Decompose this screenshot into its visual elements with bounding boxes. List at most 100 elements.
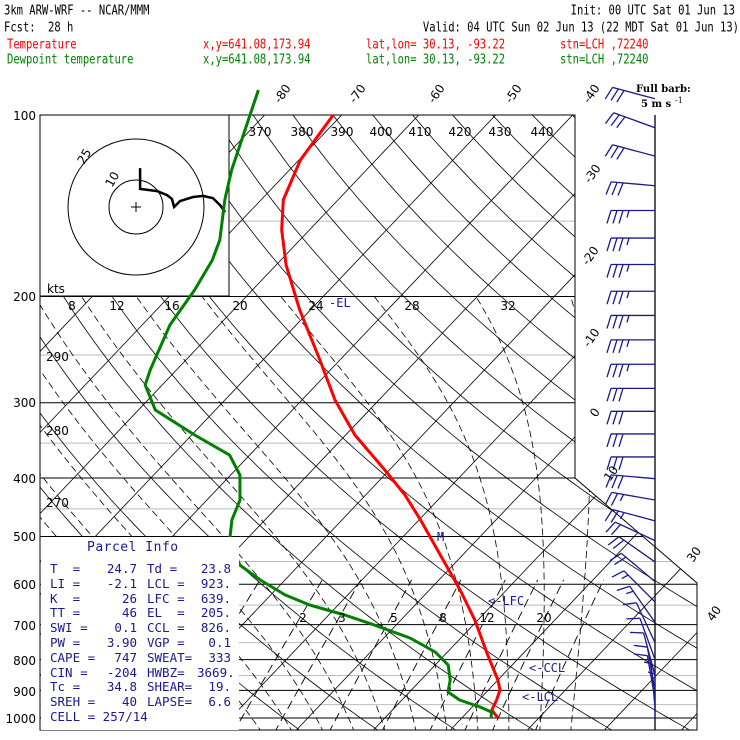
spacer	[137, 592, 147, 607]
moist-adiabat-line	[373, 296, 510, 730]
wind-barb-feather	[612, 456, 618, 471]
row200-label: 20	[232, 299, 247, 313]
hodograph-box	[39, 114, 230, 297]
parcel-param-label: HWBZ=	[147, 664, 185, 680]
isotherm-label: 30	[684, 544, 704, 565]
wind-barb-half-feather	[643, 661, 652, 665]
mixing-ratio-line	[232, 579, 323, 730]
wind-barb	[606, 263, 655, 278]
wind-barb	[604, 112, 656, 129]
wind-barb-feather	[611, 182, 618, 196]
row200-label: 28	[404, 299, 419, 313]
wind-barb-half-feather	[626, 291, 630, 299]
parcel-param-label: LFC =	[147, 590, 185, 606]
wind-barb-feather	[617, 182, 624, 196]
wind-barb-feather	[612, 210, 618, 224]
parcel-param-label: SWEAT=	[147, 649, 193, 665]
theta-label: 440	[531, 125, 554, 139]
moist-adiabat-line	[40, 296, 294, 730]
pressure-label: 900	[13, 685, 36, 699]
spacer	[137, 666, 147, 681]
wind-barb-half-feather	[626, 237, 630, 246]
legend-dewpoint-stn: stn=LCH ,72240	[560, 52, 649, 67]
moist-adiabat-line	[81, 296, 387, 730]
spacer	[137, 651, 147, 666]
hodograph-ring-25	[67, 138, 205, 276]
row200-label: 24	[308, 299, 323, 313]
lfc-marker: <-LFC	[488, 594, 524, 608]
wind-barb	[606, 339, 655, 354]
mixing-ratio-labels: 2 3 5 8 12 20	[299, 611, 551, 625]
parcel-param-label: CCL =	[147, 620, 185, 636]
moist-adiabat-line	[475, 296, 545, 730]
moist-adiabat-line	[40, 296, 356, 730]
parcel-info-rows: T = 24.7 Td = 23.8 LI = -2.1 LCL = 923. K = 26 LFC…	[50, 561, 235, 710]
wind-barb-feather	[610, 145, 619, 159]
wind-barb-feather	[618, 339, 624, 354]
theta-labels: 370 380 390 400 410 420 430 440 290 280 …	[46, 125, 553, 510]
hodograph-trace	[138, 168, 227, 213]
wind-barb	[606, 314, 655, 329]
wind-barb	[609, 552, 656, 583]
wind-barb-feather	[606, 339, 612, 354]
isotherm-labels: -80 -70 -60 -50 -40 -30 -20 -10 0 10 30 …	[271, 82, 724, 624]
parcel-param-value: 46	[121, 605, 137, 621]
wind-barb-feather	[606, 210, 612, 224]
wind-barb	[605, 521, 656, 542]
wind-barb-half-feather	[647, 671, 656, 675]
dewpoint-profile	[143, 89, 493, 719]
parcel-param-label: TT =	[50, 605, 81, 621]
wind-barb	[604, 86, 656, 103]
parcel-param-label: VGP =	[147, 634, 185, 650]
mixing-ratio-label: 3	[338, 611, 346, 625]
parcel-info-row: CAPE = 747 SWEAT= 333	[50, 649, 231, 666]
wind-barb-shaft	[614, 521, 656, 542]
wind-barb-feather	[606, 456, 612, 471]
pressure-label: 400	[13, 472, 36, 486]
row200-label: 12	[109, 299, 124, 313]
wind-barb-shaft	[612, 144, 656, 157]
wind-barb-feather	[618, 315, 624, 329]
isotherm-line	[0, 57, 12, 734]
parcel-param-value: 19.	[208, 679, 231, 695]
mixing-ratio-line	[380, 579, 462, 730]
wind-barb	[607, 536, 656, 563]
m-marker: M	[437, 530, 444, 544]
wind-barb-feather	[612, 315, 618, 329]
wind-barb-feather	[612, 388, 618, 402]
pressure-label: 300	[13, 396, 36, 410]
isotherm-label: -10	[580, 326, 603, 350]
wind-barb	[647, 671, 656, 718]
wind-barb	[611, 570, 656, 603]
parcel-param-label: T =	[50, 561, 81, 576]
wind-barb-feather	[616, 90, 625, 103]
wind-barb	[606, 387, 655, 402]
parcel-cell-motion: CELL = 257/14	[50, 709, 148, 724]
hodograph-units: kts	[47, 282, 65, 296]
wind-barb-feather	[605, 521, 616, 533]
mixing-ratio-line	[463, 579, 539, 730]
pressure-label: 600	[13, 578, 36, 592]
parcel-param-value: 0.1	[114, 620, 137, 636]
pressure-label: 1000	[5, 712, 36, 726]
isotherm-line	[370, 115, 697, 730]
theta-label: 430	[489, 125, 512, 139]
isotherm-label: -20	[579, 244, 602, 268]
parcel-info-row: LI = -2.1 LCL = 923.	[50, 576, 231, 592]
parcel-info-row: Tc = 34.8 SHEAR= 19.	[50, 680, 231, 695]
wind-barb	[606, 363, 655, 378]
parcel-param-value: 3.90	[106, 634, 137, 650]
wind-barb-feather	[618, 237, 624, 252]
theta-label: 380	[291, 125, 314, 139]
row200-label: 16	[164, 299, 179, 313]
isotherm-label: -30	[581, 162, 604, 186]
wind-barb-feather	[606, 433, 612, 448]
row200-label: 8	[68, 299, 76, 313]
wind-barb-shaft	[639, 617, 656, 660]
parcel-param-label: SHEAR=	[147, 679, 193, 695]
wind-barb-feather	[606, 411, 612, 425]
parcel-param-value: 40	[121, 694, 137, 710]
wind-barb-feather	[616, 585, 630, 592]
wind-barb-feather	[611, 475, 618, 489]
